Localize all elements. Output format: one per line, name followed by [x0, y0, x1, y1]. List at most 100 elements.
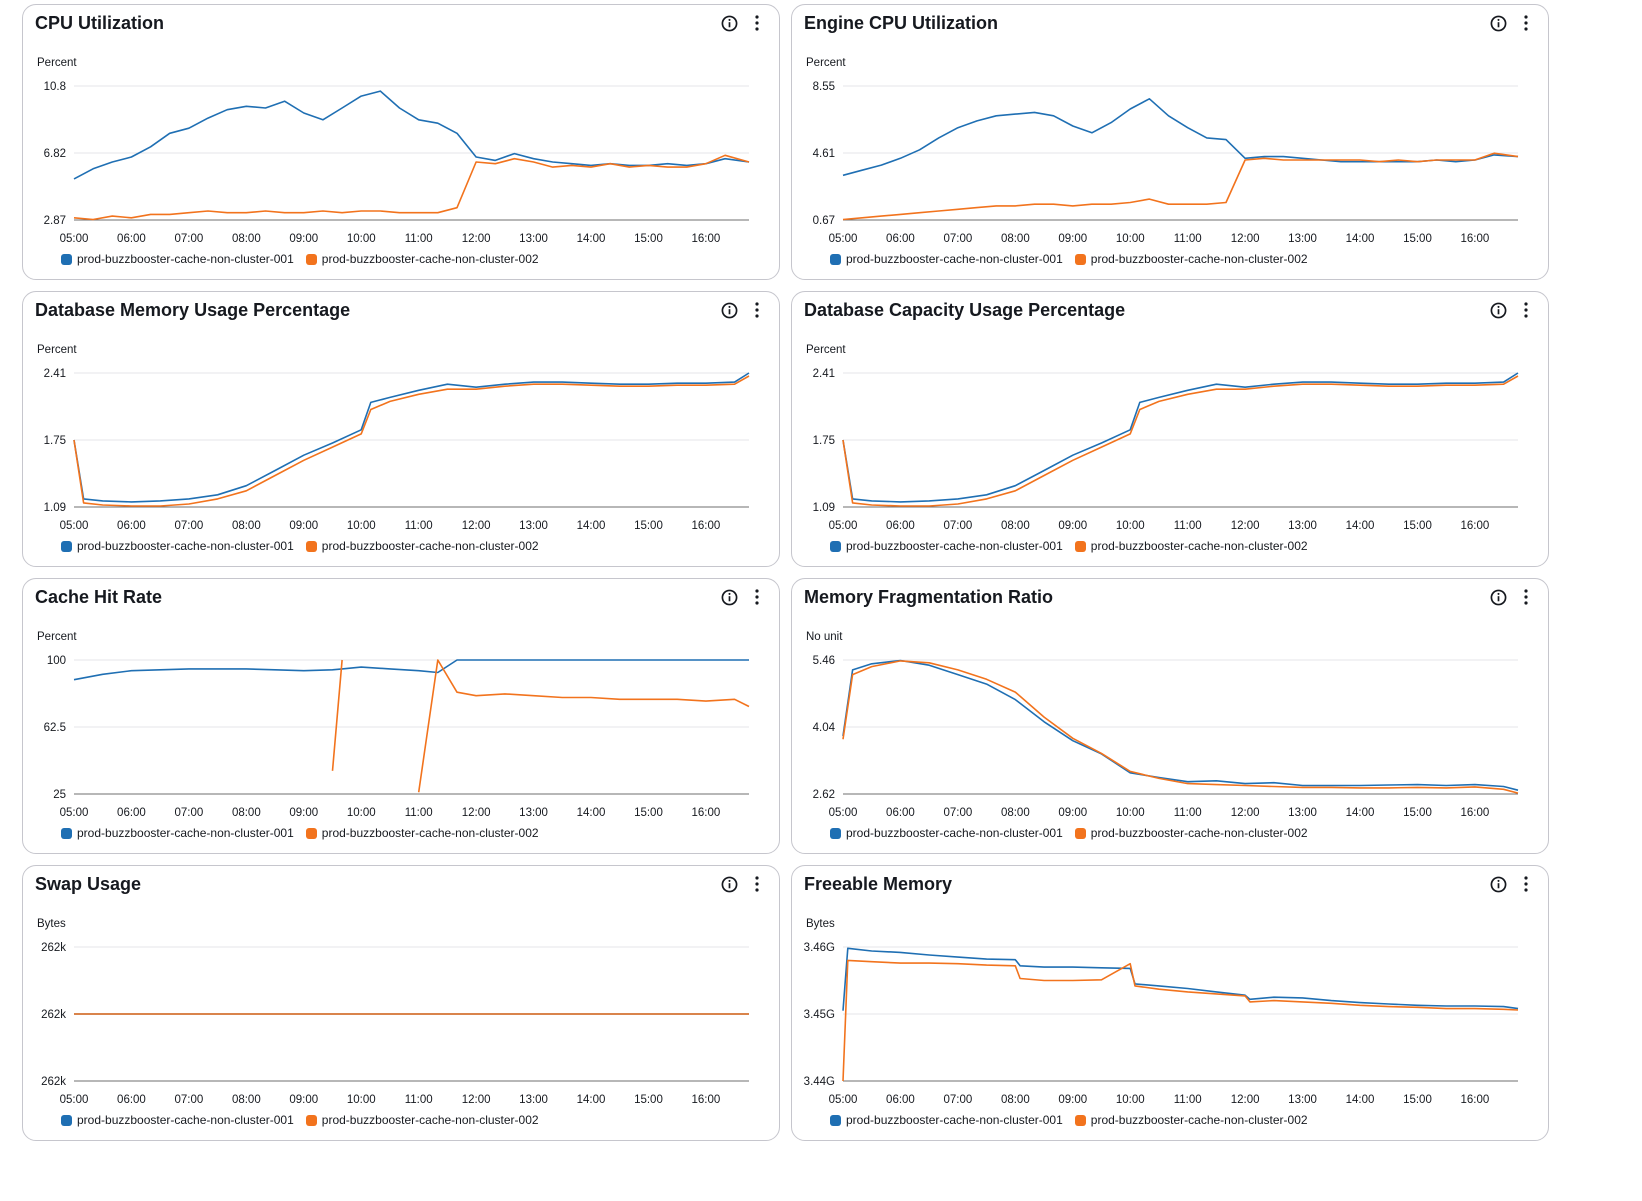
x-tick-label: 07:00	[944, 520, 973, 532]
x-tick-label: 15:00	[634, 520, 663, 532]
legend-label: prod-buzzbooster-cache-non-cluster-001	[846, 826, 1063, 840]
legend-item[interactable]: prod-buzzbooster-cache-non-cluster-002	[305, 539, 539, 553]
series-line-1[interactable]	[73, 659, 749, 681]
legend-item[interactable]: prod-buzzbooster-cache-non-cluster-001	[830, 539, 1063, 553]
more-vertical-icon[interactable]	[1516, 300, 1536, 320]
chart-panel: Database Capacity Usage Percentage Percen…	[791, 291, 1549, 567]
more-vertical-icon[interactable]	[747, 300, 767, 320]
legend-label: prod-buzzbooster-cache-non-cluster-002	[321, 252, 539, 266]
y-tick-label: 262k	[41, 1076, 66, 1088]
more-vertical-icon[interactable]	[747, 587, 767, 607]
x-tick-label: 13:00	[519, 1094, 548, 1106]
info-icon[interactable]	[1488, 300, 1508, 320]
x-tick-label: 08:00	[232, 807, 261, 819]
x-tick-label: 16:00	[692, 233, 721, 245]
line-chart: Percent 8.55 4.61 0.67 05:00 06:00 07:00 08:00 0…	[806, 57, 1519, 245]
series-line-1[interactable]	[73, 90, 750, 180]
series-line-1[interactable]	[842, 372, 1519, 503]
x-tick-label: 11:00	[1174, 233, 1202, 245]
legend-item[interactable]: prod-buzzbooster-cache-non-cluster-002	[305, 1113, 539, 1127]
x-tick-label: 10:00	[1116, 233, 1145, 245]
x-tick-label: 05:00	[60, 233, 89, 245]
x-tick-label: 09:00	[1058, 1094, 1087, 1106]
info-icon[interactable]	[1488, 874, 1508, 894]
info-icon[interactable]	[719, 300, 739, 320]
y-tick-label: 1.09	[44, 502, 66, 514]
x-tick-label: 15:00	[634, 1094, 663, 1106]
y-tick-label: 262k	[41, 942, 66, 954]
legend-item[interactable]: prod-buzzbooster-cache-non-cluster-001	[830, 252, 1063, 266]
legend-item[interactable]: prod-buzzbooster-cache-non-cluster-001	[61, 826, 294, 840]
chart-panel: Database Memory Usage Percentage Percent 2…	[22, 291, 780, 567]
panel-title: Database Capacity Usage Percentage	[804, 300, 1126, 320]
y-tick-label: 3.45G	[804, 1009, 835, 1021]
legend-item[interactable]: prod-buzzbooster-cache-non-cluster-001	[830, 1113, 1063, 1127]
y-axis-unit: Percent	[37, 344, 77, 356]
x-tick-label: 08:00	[232, 1094, 261, 1106]
legend-swatch	[305, 827, 317, 839]
series-line-1[interactable]	[73, 372, 750, 503]
panel-actions	[719, 300, 767, 320]
info-icon[interactable]	[719, 874, 739, 894]
info-icon[interactable]	[719, 13, 739, 33]
legend-label: prod-buzzbooster-cache-non-cluster-002	[1090, 1113, 1308, 1127]
y-tick-label: 0.67	[813, 215, 835, 227]
series-line-2[interactable]	[842, 152, 1519, 221]
series-line-2[interactable]	[73, 154, 750, 221]
more-vertical-icon[interactable]	[1516, 874, 1536, 894]
panel-actions	[719, 874, 767, 894]
series-line-2[interactable]	[842, 660, 1519, 794]
series-line-1[interactable]	[842, 659, 1519, 791]
legend-item[interactable]: prod-buzzbooster-cache-non-cluster-002	[1074, 1113, 1308, 1127]
legend-item[interactable]: prod-buzzbooster-cache-non-cluster-001	[61, 539, 294, 553]
legend-item[interactable]: prod-buzzbooster-cache-non-cluster-002	[1074, 826, 1308, 840]
series-line-2[interactable]	[842, 375, 1519, 507]
series-line-2[interactable]	[842, 959, 1519, 1082]
legend-swatch	[61, 253, 72, 265]
chart-legend: prod-buzzbooster-cache-non-cluster-001 pr…	[61, 1113, 539, 1127]
line-chart: Bytes 3.46G 3.45G 3.44G 05:00 06:00 07:00 08:00…	[804, 918, 1519, 1106]
x-tick-label: 14:00	[577, 1094, 606, 1106]
more-vertical-icon[interactable]	[747, 874, 767, 894]
series-line-1[interactable]	[842, 98, 1519, 177]
legend-item[interactable]: prod-buzzbooster-cache-non-cluster-001	[61, 1113, 294, 1127]
panel-actions	[719, 587, 767, 607]
x-tick-label: 13:00	[519, 520, 548, 532]
info-icon[interactable]	[1488, 587, 1508, 607]
info-icon[interactable]	[719, 587, 739, 607]
legend-item[interactable]: prod-buzzbooster-cache-non-cluster-001	[830, 826, 1063, 840]
series-line-2[interactable]	[331, 659, 750, 793]
panel-actions	[1488, 13, 1536, 33]
panel-title: Swap Usage	[35, 874, 142, 894]
legend-item[interactable]: prod-buzzbooster-cache-non-cluster-002	[1074, 252, 1308, 266]
x-tick-label: 10:00	[347, 520, 376, 532]
y-tick-label: 3.46G	[804, 942, 835, 954]
series-line-1[interactable]	[842, 947, 1519, 1011]
y-tick-label: 5.46	[813, 655, 835, 667]
legend-label: prod-buzzbooster-cache-non-cluster-002	[321, 539, 539, 553]
x-tick-label: 09:00	[289, 233, 318, 245]
x-tick-label: 15:00	[634, 233, 663, 245]
x-tick-label: 05:00	[829, 1094, 858, 1106]
legend-item[interactable]: prod-buzzbooster-cache-non-cluster-002	[305, 252, 539, 266]
legend-item[interactable]: prod-buzzbooster-cache-non-cluster-002	[1074, 539, 1308, 553]
x-tick-label: 06:00	[886, 807, 915, 819]
x-tick-label: 15:00	[1403, 233, 1432, 245]
line-chart: No unit 5.46 4.04 2.62 05:00 06:00 07:00 08:00 0…	[806, 631, 1519, 819]
panel-title: CPU Utilization	[35, 13, 164, 33]
legend-item[interactable]: prod-buzzbooster-cache-non-cluster-001	[61, 252, 294, 266]
x-tick-label: 07:00	[175, 233, 204, 245]
x-tick-label: 14:00	[1346, 1094, 1375, 1106]
x-tick-label: 05:00	[60, 807, 89, 819]
more-vertical-icon[interactable]	[1516, 13, 1536, 33]
series-line-2[interactable]	[73, 375, 750, 507]
info-icon[interactable]	[1488, 13, 1508, 33]
legend-item[interactable]: prod-buzzbooster-cache-non-cluster-002	[305, 826, 539, 840]
more-vertical-icon[interactable]	[1516, 587, 1536, 607]
x-tick-label: 09:00	[289, 807, 318, 819]
y-tick-label: 100	[47, 655, 66, 667]
line-chart: Percent 2.41 1.75 1.09 05:00 06:00 07:00 08:00 0…	[806, 344, 1519, 532]
x-tick-label: 11:00	[405, 807, 433, 819]
chart-legend: prod-buzzbooster-cache-non-cluster-001 pr…	[61, 826, 539, 840]
more-vertical-icon[interactable]	[747, 13, 767, 33]
